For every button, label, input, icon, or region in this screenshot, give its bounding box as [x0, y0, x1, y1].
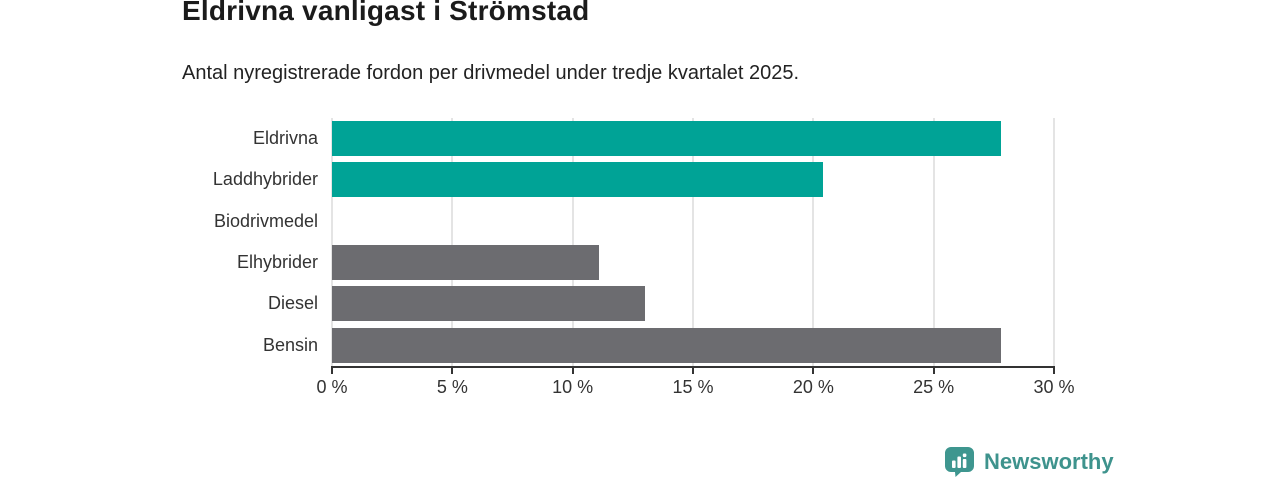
- logo-text: Newsworthy: [984, 449, 1114, 474]
- x-axis-line: [331, 366, 1055, 368]
- bar-eldrivna: [332, 121, 1002, 156]
- axis-tick: [1053, 368, 1055, 374]
- axis-tick-label: 20 %: [792, 377, 834, 397]
- axis-tick-label: 30 %: [1033, 377, 1075, 397]
- axis-tick-label: 5 %: [436, 377, 468, 397]
- category-label-bensin: Bensin: [262, 334, 318, 355]
- bar-diesel: [332, 286, 645, 322]
- category-label-elhybrider: Elhybrider: [236, 252, 318, 273]
- category-label-eldrivna: Eldrivna: [252, 128, 318, 149]
- bar-elhybrider: [332, 245, 600, 280]
- axis-tick-label: 25 %: [913, 377, 955, 397]
- bar-bensin: [332, 327, 1002, 363]
- gridline: [331, 118, 333, 366]
- gridline: [1053, 118, 1055, 366]
- newsworthy-bar-chart-bubble-icon: [945, 447, 974, 477]
- axis-tick: [331, 368, 333, 374]
- category-label-laddhybrider: Laddhybrider: [212, 169, 318, 190]
- gridline: [571, 118, 574, 366]
- axis-tick-label: 10 %: [552, 377, 594, 397]
- gridline: [932, 118, 935, 366]
- axis-tick-label: 0 %: [316, 377, 348, 397]
- chart-title: Eldrivna vanligast i Strömstad: [182, 0, 590, 26]
- axis-tick-label: 15 %: [672, 377, 714, 397]
- plot-area: [331, 118, 1055, 366]
- axis-tick: [571, 368, 574, 374]
- category-label-diesel: Diesel: [267, 293, 318, 314]
- chart-subtitle: Antal nyregistrerade fordon per drivmede…: [182, 62, 800, 84]
- category-labels: Eldrivna Laddhybrider Biodrivmedel Elhybrid…: [0, 118, 318, 366]
- bar-laddhybrider: [332, 162, 823, 198]
- gridline: [812, 118, 815, 366]
- category-label-biodrivmedel: Biodrivmedel: [213, 210, 318, 231]
- x-axis: 0 % 5 % 10 % 15 % 20 % 25 % 30 %: [316, 366, 1075, 408]
- axis-tick: [692, 368, 694, 374]
- axis-tick: [932, 368, 935, 374]
- newsworthy-logo: Newsworthy: [944, 446, 1114, 477]
- axis-tick: [812, 368, 815, 374]
- gridline: [451, 118, 454, 366]
- gridline: [692, 118, 694, 366]
- axis-tick: [451, 368, 454, 374]
